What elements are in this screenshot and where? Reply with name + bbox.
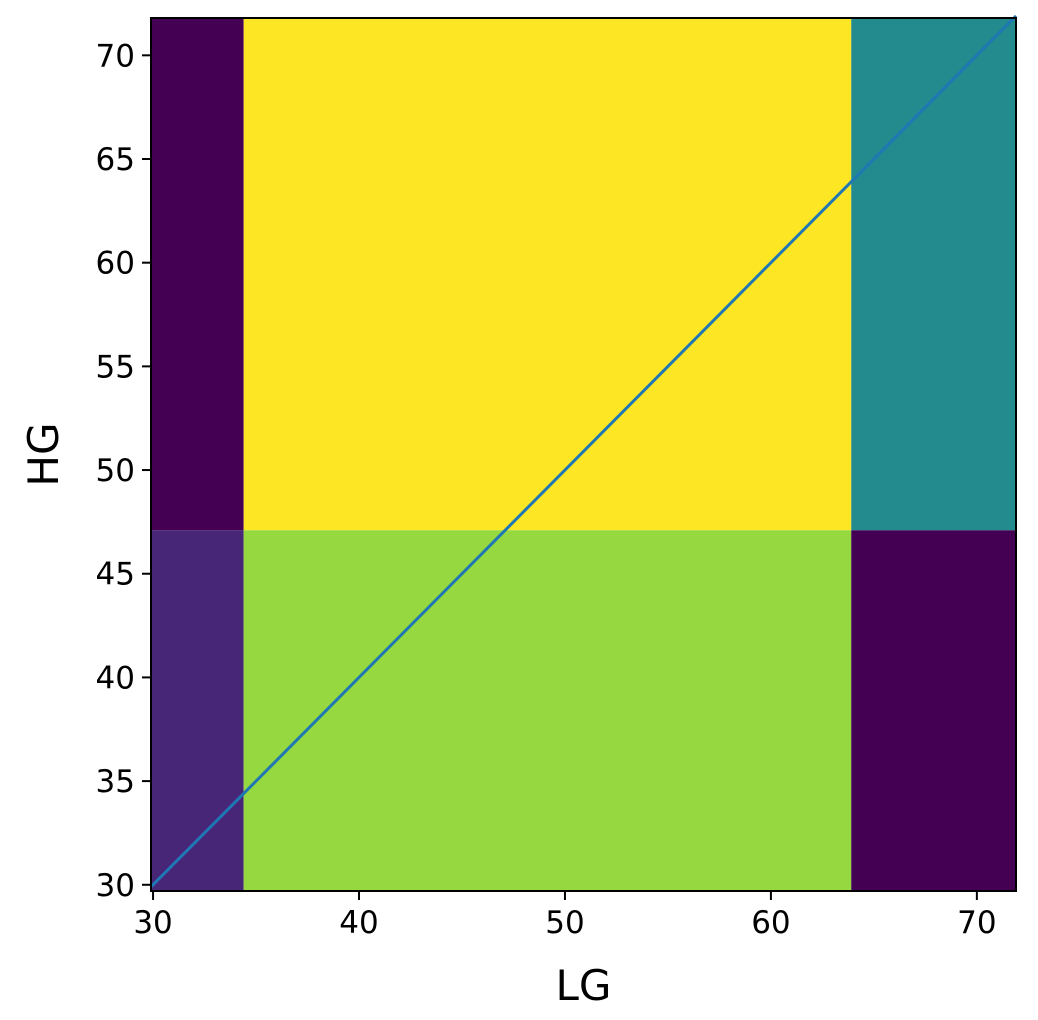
y-tick-label: 55	[96, 349, 135, 385]
x-tick-label: 60	[751, 905, 790, 941]
plot-frame	[150, 17, 1017, 892]
diagonal-line	[149, 14, 1018, 888]
y-tick-label: 40	[96, 660, 135, 696]
y-tick-label: 45	[96, 557, 135, 593]
y-tick-label: 60	[96, 246, 135, 282]
heatmap-cell-r0-c2	[851, 530, 1016, 891]
x-axis-label: LG	[556, 961, 612, 1010]
y-tick-label: 50	[96, 453, 135, 489]
x-axis-ticks: 30 40 50 60 70	[133, 891, 997, 941]
heatmap-cell-r0-c0	[151, 530, 244, 891]
x-tick-label: 50	[545, 905, 584, 941]
y-tick-label: 30	[96, 868, 135, 904]
y-axis-ticks: 30 35 40 45 50 55 60 65 70	[96, 38, 151, 904]
y-tick-label: 65	[96, 142, 135, 178]
x-tick-label: 30	[133, 905, 172, 941]
x-tick-label: 40	[339, 905, 378, 941]
diagonal-line-layer	[149, 14, 1018, 888]
heatmap-cell-r1-c0	[151, 18, 244, 531]
heatmap-cell-r1-c2	[851, 18, 1016, 531]
heatmap-cell-r1-c1	[243, 18, 852, 531]
heatmap-cells	[151, 18, 1016, 891]
x-tick-label: 70	[957, 905, 996, 941]
heatmap-cell-r0-c1	[243, 530, 852, 891]
y-tick-label: 35	[96, 764, 135, 800]
y-axis-label: HG	[19, 422, 68, 486]
y-tick-label: 70	[96, 38, 135, 74]
